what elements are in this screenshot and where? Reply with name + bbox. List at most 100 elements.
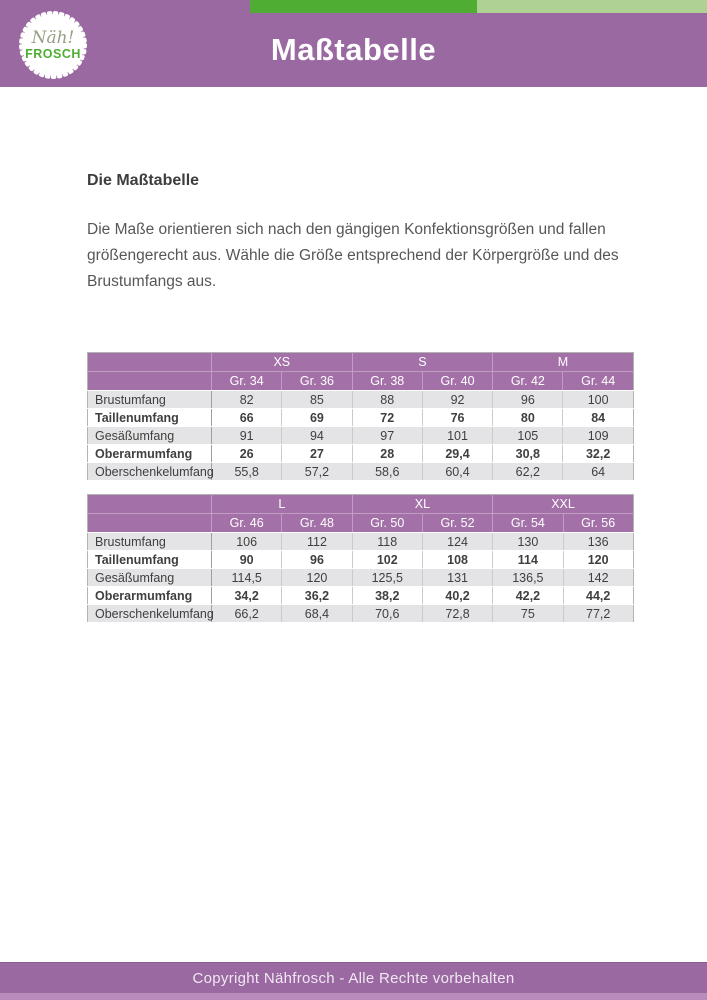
- measurement-value: 120: [562, 550, 634, 569]
- measurement-label: Oberarmumfang: [87, 586, 212, 605]
- measurement-label: Taillenumfang: [87, 408, 212, 427]
- svg-text:FROSCH: FROSCH: [25, 47, 81, 61]
- size-group-header: M: [492, 352, 634, 372]
- measurement-row: Taillenumfang 66 69 72 76 80 84: [87, 408, 634, 427]
- size-table-l-xl-xxl: L XL XXL Gr. 46 Gr. 48 Gr. 50 Gr. 52 Gr. 54 Gr. …: [87, 494, 634, 623]
- measurement-value: 105: [492, 426, 563, 445]
- measurement-value: 28: [351, 444, 423, 463]
- measurement-row: Oberschenkelumfang 66,2 68,4 70,6 72,8 75 77,2: [87, 604, 634, 623]
- measurement-row: Oberarmumfang 26 27 28 29,4 30,8 32,2: [87, 444, 634, 463]
- size-column-header: Gr. 46: [210, 513, 282, 533]
- measurement-value: 136,5: [492, 568, 564, 587]
- measurement-value: 34,2: [210, 586, 282, 605]
- footer-accent-strip: [0, 993, 707, 1000]
- measurement-value: 96: [281, 550, 353, 569]
- measurement-value: 62,2: [492, 462, 563, 481]
- measurement-value: 131: [421, 568, 493, 587]
- header-corner-cell: [87, 494, 212, 514]
- accent-bar-dark-green: [250, 0, 477, 13]
- measurement-value: 97: [351, 426, 423, 445]
- measurement-value: 118: [351, 532, 423, 551]
- size-column-row: Gr. 46 Gr. 48 Gr. 50 Gr. 52 Gr. 54 Gr. 56: [87, 513, 634, 533]
- measurement-value: 114: [492, 550, 564, 569]
- measurement-value: 77,2: [562, 604, 634, 623]
- size-column-header: Gr. 42: [492, 371, 563, 391]
- header-corner-cell: [87, 513, 212, 533]
- measurement-value: 120: [281, 568, 353, 587]
- size-column-header: Gr. 38: [351, 371, 423, 391]
- measurement-value: 94: [281, 426, 353, 445]
- header-corner-cell: [87, 371, 212, 391]
- measurement-value: 66,2: [210, 604, 282, 623]
- measurement-value: 142: [562, 568, 634, 587]
- footer-bar: Copyright Nähfrosch - Alle Rechte vorbeh…: [0, 962, 707, 993]
- measurement-value: 42,2: [492, 586, 564, 605]
- measurement-value: 84: [562, 408, 634, 427]
- measurement-label: Gesäßumfang: [87, 426, 212, 445]
- measurement-value: 75: [492, 604, 564, 623]
- measurement-label: Gesäßumfang: [87, 568, 212, 587]
- size-column-row: Gr. 34 Gr. 36 Gr. 38 Gr. 40 Gr. 42 Gr. 44: [87, 371, 634, 391]
- measurement-value: 91: [210, 426, 282, 445]
- measurement-value: 40,2: [421, 586, 493, 605]
- size-column-header: Gr. 34: [210, 371, 282, 391]
- measurement-row: Oberarmumfang 34,2 36,2 38,2 40,2 42,2 44,2: [87, 586, 634, 605]
- measurement-value: 68,4: [281, 604, 353, 623]
- measurement-value: 125,5: [351, 568, 423, 587]
- measurement-value: 82: [210, 390, 282, 409]
- measurement-row: Taillenumfang 90 96 102 108 114 120: [87, 550, 634, 569]
- intro-paragraph: Die Maße orientieren sich nach den gängi…: [87, 221, 619, 290]
- measurement-value: 88: [351, 390, 423, 409]
- measurement-value: 136: [562, 532, 634, 551]
- measurement-row: Brustumfang 106 112 118 124 130 136: [87, 532, 634, 551]
- measurement-value: 66: [210, 408, 282, 427]
- measurement-label: Taillenumfang: [87, 550, 212, 569]
- page-title: Maßtabelle: [270, 32, 437, 67]
- size-column-header: Gr. 44: [562, 371, 634, 391]
- naehfrosch-logo: Näh! FROSCH: [18, 10, 88, 80]
- size-column-header: Gr. 48: [281, 513, 353, 533]
- measurement-value: 64: [562, 462, 634, 481]
- header-banner: Maßtabelle Näh! FROSCH: [0, 0, 707, 87]
- size-group-header: S: [351, 352, 493, 372]
- measurement-value: 92: [421, 390, 493, 409]
- size-column-header: Gr. 56: [562, 513, 634, 533]
- measurement-label: Oberschenkelumfang: [87, 604, 214, 623]
- measurement-value: 109: [562, 426, 634, 445]
- measurement-value: 29,4: [421, 444, 493, 463]
- measurement-value: 85: [281, 390, 353, 409]
- measurement-value: 130: [492, 532, 564, 551]
- size-column-header: Gr. 40: [421, 371, 493, 391]
- size-group-header: L: [211, 494, 353, 514]
- measurement-value: 57,2: [281, 462, 353, 481]
- measurement-label: Brustumfang: [87, 390, 212, 409]
- measurement-row: Gesäßumfang 91 94 97 101 105 109: [87, 426, 634, 445]
- measurement-value: 112: [281, 532, 353, 551]
- size-group-header: XL: [351, 494, 493, 514]
- measurement-value: 55,8: [210, 462, 282, 481]
- measurement-value: 108: [421, 550, 493, 569]
- measurement-value: 101: [421, 426, 493, 445]
- measurement-value: 124: [421, 532, 493, 551]
- measurement-value: 69: [281, 408, 353, 427]
- measurement-label: Oberschenkelumfang: [87, 462, 214, 481]
- measurement-value: 76: [421, 408, 493, 427]
- header-corner-cell: [87, 352, 212, 372]
- accent-bar-light-green: [477, 0, 707, 13]
- measurement-value: 72,8: [421, 604, 493, 623]
- size-group-row: XS S M: [87, 352, 634, 372]
- measurement-value: 36,2: [281, 586, 353, 605]
- size-table-xs-s-m: XS S M Gr. 34 Gr. 36 Gr. 38 Gr. 40 Gr. 42 Gr. 44…: [87, 352, 634, 481]
- measurement-value: 106: [210, 532, 282, 551]
- measurement-value: 80: [492, 408, 563, 427]
- logo-stamp-icon: Näh! FROSCH: [19, 11, 87, 79]
- size-column-header: Gr. 52: [421, 513, 493, 533]
- measurement-value: 30,8: [492, 444, 563, 463]
- measurement-value: 60,4: [421, 462, 493, 481]
- measurement-value: 44,2: [562, 586, 634, 605]
- measurement-row: Gesäßumfang 114,5 120 125,5 131 136,5 142: [87, 568, 634, 587]
- section-heading: Die Maßtabelle: [87, 172, 200, 189]
- size-group-row: L XL XXL: [87, 494, 634, 514]
- measurement-value: 102: [351, 550, 423, 569]
